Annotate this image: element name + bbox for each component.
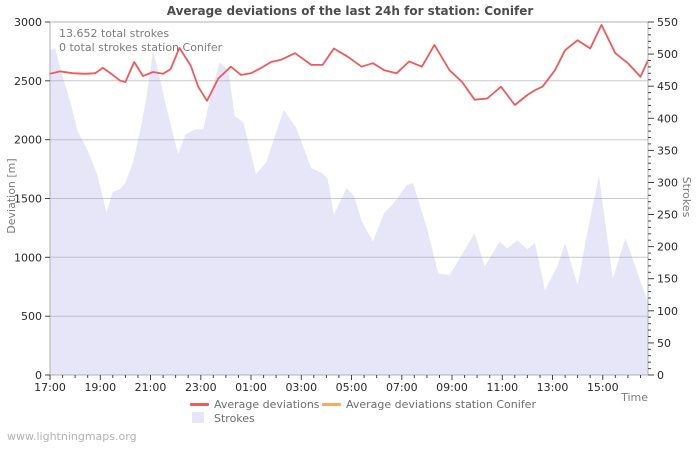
legend-swatch-strokes [192, 412, 204, 423]
svg-text:2000: 2000 [14, 134, 42, 147]
svg-text:350: 350 [657, 144, 678, 157]
right-axis-label: Strokes [680, 176, 693, 218]
chart-title: Average deviations of the last 24h for s… [166, 4, 534, 18]
right-axis-tick-labels: 0 50 100 150 200 250 300 350 400 450 500 550 [657, 16, 678, 382]
x-axis-tick-labels: 17:00 19:00 21:00 23:00 01:00 03:00 05:00 07:00… [34, 381, 619, 394]
strokes-area [50, 47, 648, 375]
svg-text:15:00: 15:00 [587, 381, 619, 394]
avg-deviations-line [49, 23, 649, 106]
svg-text:01:00: 01:00 [235, 381, 267, 394]
legend-swatch-avg-deviations [190, 403, 209, 406]
total-strokes-line: 13.652 total strokes [59, 27, 170, 40]
svg-text:07:00: 07:00 [386, 381, 418, 394]
legend-swatch-station [322, 403, 341, 406]
svg-text:0: 0 [35, 369, 42, 382]
total-strokes-annotation: 13.652 total strokes 0 total strokes sta… [59, 27, 222, 55]
svg-text:09:00: 09:00 [436, 381, 468, 394]
svg-text:23:00: 23:00 [185, 381, 217, 394]
x-axis-ticks [49, 375, 641, 380]
svg-text:300: 300 [657, 177, 678, 190]
svg-text:500: 500 [21, 310, 42, 323]
svg-text:1500: 1500 [14, 193, 42, 206]
left-axis-label: Deviation [m] [5, 158, 18, 234]
svg-text:150: 150 [657, 273, 678, 286]
svg-text:05:00: 05:00 [336, 381, 368, 394]
legend-label-avg-deviations: Average deviations [214, 398, 320, 411]
svg-text:03:00: 03:00 [285, 381, 317, 394]
svg-text:50: 50 [657, 337, 671, 350]
svg-text:500: 500 [657, 48, 678, 61]
right-axis-ticks [648, 21, 654, 376]
svg-text:0: 0 [657, 369, 664, 382]
svg-text:200: 200 [657, 241, 678, 254]
svg-text:450: 450 [657, 80, 678, 93]
svg-text:19:00: 19:00 [84, 381, 116, 394]
station-strokes-line: 0 total strokes station Conifer [59, 41, 223, 54]
left-axis-tick-labels: 0 500 1000 1500 2000 2500 3000 [14, 16, 42, 382]
svg-text:3000: 3000 [14, 16, 42, 29]
svg-text:17:00: 17:00 [34, 381, 66, 394]
svg-text:1000: 1000 [14, 251, 42, 264]
svg-text:2500: 2500 [14, 75, 42, 88]
watermark-url: www.lightningmaps.org [7, 430, 137, 443]
svg-text:400: 400 [657, 112, 678, 125]
svg-text:550: 550 [657, 16, 678, 29]
svg-text:11:00: 11:00 [486, 381, 518, 394]
gridlines [50, 80, 648, 317]
svg-text:250: 250 [657, 209, 678, 222]
left-axis-ticks [45, 21, 50, 376]
x-axis-label: Time [621, 391, 648, 404]
svg-text:100: 100 [657, 305, 678, 318]
legend-label-strokes: Strokes [214, 412, 255, 425]
svg-text:13:00: 13:00 [537, 381, 569, 394]
svg-text:21:00: 21:00 [135, 381, 167, 394]
legend-label-station: Average deviations station Conifer [346, 398, 536, 411]
